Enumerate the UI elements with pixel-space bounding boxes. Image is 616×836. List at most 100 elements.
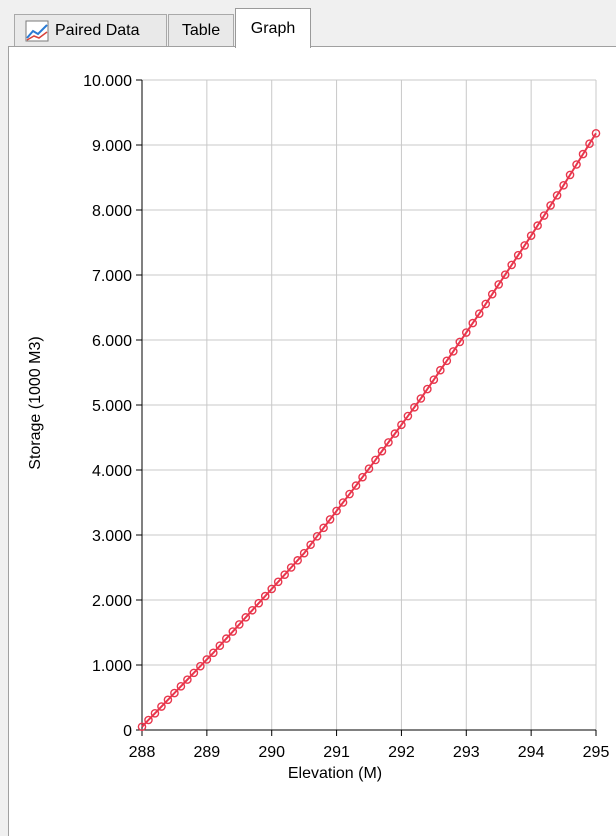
data-point-marker <box>507 260 516 270</box>
data-point-marker <box>500 270 510 279</box>
data-point-marker <box>449 347 458 356</box>
tab-paired-data[interactable]: Paired Data <box>14 14 167 46</box>
data-point-marker <box>312 532 322 541</box>
x-tick-label: 291 <box>323 744 350 761</box>
data-point-marker <box>513 250 523 260</box>
data-point-marker <box>157 702 166 711</box>
data-point-marker <box>234 620 244 629</box>
data-point-marker <box>410 402 419 412</box>
data-point-marker <box>487 289 497 299</box>
data-point-marker <box>520 241 529 250</box>
data-point-marker <box>371 455 380 465</box>
data-point-marker <box>474 309 484 318</box>
data-point-marker <box>273 577 283 587</box>
data-point-marker <box>170 688 179 698</box>
data-point-marker <box>494 280 504 289</box>
tab-table-label: Table <box>181 21 221 39</box>
y-tick-label: 10.000 <box>83 73 132 90</box>
data-point-marker <box>299 548 309 558</box>
data-point-marker <box>468 318 478 328</box>
data-point-marker <box>442 356 452 366</box>
series-layer <box>137 128 601 732</box>
data-point-marker <box>351 481 361 490</box>
data-point-marker <box>202 655 212 664</box>
y-tick-label: 2.000 <box>92 593 132 610</box>
data-point-marker <box>215 641 225 650</box>
data-point-marker <box>260 591 270 601</box>
data-point-marker <box>572 160 581 169</box>
data-point-marker <box>526 231 536 240</box>
tab-table[interactable]: Table <box>168 14 234 46</box>
y-tick-label: 7.000 <box>92 268 132 285</box>
x-tick-label: 293 <box>453 744 480 761</box>
y-tick-label: 8.000 <box>92 203 132 220</box>
data-point-marker <box>546 201 555 210</box>
y-tick-label: 3.000 <box>92 528 132 545</box>
storage-elevation-chart: 288 289 290 291 292 293 294 295 0 1.000 2.000 3.000… <box>27 73 609 782</box>
data-point-marker <box>222 634 231 643</box>
x-axis-label: Elevation (M) <box>288 765 382 782</box>
data-point-marker <box>150 708 160 718</box>
x-tick-label: 290 <box>258 744 285 761</box>
data-point-marker <box>319 523 328 533</box>
x-tick-label: 288 <box>129 744 156 761</box>
y-tick-label: 6.000 <box>92 333 132 350</box>
data-point-marker <box>228 627 238 636</box>
tick-labels: 288 289 290 291 292 293 294 295 0 1.000 2.000 3.000… <box>83 73 609 761</box>
data-point-marker <box>293 556 302 565</box>
graph-panel <box>8 46 616 836</box>
data-point-marker <box>267 584 277 594</box>
y-axis-label: Storage (1000 M3) <box>27 336 44 469</box>
data-point-marker <box>345 489 354 499</box>
data-point-marker <box>397 420 406 430</box>
x-tick-label: 292 <box>388 744 415 761</box>
data-point-marker <box>481 299 491 309</box>
data-point-marker <box>196 661 205 671</box>
y-tick-label: 4.000 <box>92 463 132 480</box>
data-point-marker <box>332 506 341 516</box>
y-tick-label: 0 <box>123 723 132 740</box>
tab-graph-label: Graph <box>250 19 296 37</box>
data-point-marker <box>390 429 400 438</box>
y-tick-label: 5.000 <box>92 398 132 415</box>
data-point-marker <box>436 365 445 375</box>
tab-graph[interactable]: Graph <box>235 8 311 48</box>
data-point-marker <box>163 695 173 705</box>
data-point-marker <box>176 682 186 691</box>
data-point-marker <box>539 211 549 220</box>
data-point-marker <box>533 221 542 230</box>
data-point-marker <box>183 675 192 684</box>
data-point-marker <box>552 191 562 200</box>
data-point-marker <box>416 394 426 403</box>
x-tick-label: 289 <box>194 744 221 761</box>
x-tick-label: 294 <box>518 744 545 761</box>
data-point-marker <box>429 375 439 384</box>
x-tick-label: 295 <box>583 744 610 761</box>
y-tick-label: 1.000 <box>92 658 132 675</box>
grid-lines <box>142 79 597 730</box>
series-line <box>141 132 597 728</box>
data-point-marker <box>358 472 367 482</box>
tab-paired-data-label: Paired Data <box>55 21 140 39</box>
data-point-marker <box>189 668 199 678</box>
data-point-marker <box>338 498 348 507</box>
data-point-marker <box>137 722 147 732</box>
data-point-marker <box>209 648 218 658</box>
data-point-marker <box>455 337 465 347</box>
data-point-marker <box>423 384 432 394</box>
chart-axes <box>136 79 597 736</box>
data-point-marker <box>591 128 601 138</box>
line-graph-icon <box>25 20 49 42</box>
data-point-marker <box>254 598 264 608</box>
data-point-marker <box>578 149 588 159</box>
data-point-marker <box>384 438 393 447</box>
data-point-marker <box>280 570 289 579</box>
data-point-marker <box>247 605 257 615</box>
data-point-marker <box>325 515 335 524</box>
data-point-marker <box>286 563 296 572</box>
data-point-marker <box>364 464 374 474</box>
data-point-marker <box>306 540 315 550</box>
data-point-marker <box>565 170 575 180</box>
tab-bar: Paired Data Table Graph <box>0 0 616 56</box>
data-point-marker <box>377 446 387 456</box>
